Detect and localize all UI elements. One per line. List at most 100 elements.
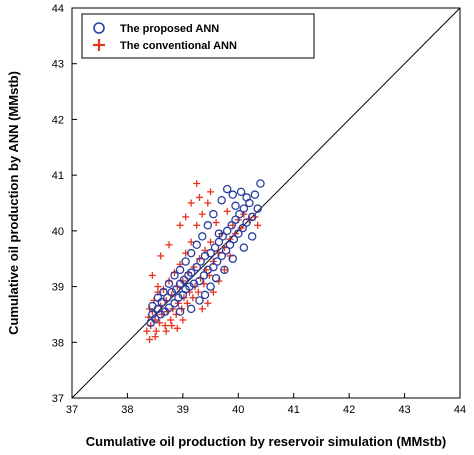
x-axis-label: Cumulative oil production by reservoir s… bbox=[86, 434, 446, 449]
point-proposed-ann bbox=[209, 262, 218, 272]
point-proposed-ann bbox=[185, 282, 194, 291]
x-axis: 37 38 39 40 41 42 43 44 bbox=[66, 393, 466, 416]
point-conventional-ann bbox=[157, 252, 165, 260]
point-proposed-ann bbox=[242, 193, 251, 202]
point-proposed-ann bbox=[217, 251, 226, 261]
point-conventional-ann bbox=[167, 316, 175, 324]
point-proposed-ann bbox=[153, 293, 163, 302]
point-conventional-ann bbox=[254, 221, 262, 229]
point-proposed-ann bbox=[179, 275, 189, 285]
point-proposed-ann bbox=[234, 229, 243, 238]
point-proposed-ann bbox=[203, 221, 213, 230]
point-proposed-ann bbox=[217, 195, 226, 205]
x-tick-label: 37 bbox=[66, 404, 78, 416]
point-conventional-ann bbox=[151, 333, 159, 341]
point-proposed-ann bbox=[148, 310, 157, 319]
point-proposed-ann bbox=[247, 232, 257, 241]
point-proposed-ann bbox=[227, 221, 236, 230]
point-conventional-ann bbox=[187, 199, 195, 207]
point-proposed-ann bbox=[192, 240, 201, 250]
points-layer bbox=[143, 179, 265, 343]
point-proposed-ann bbox=[231, 215, 240, 224]
legend-marker-conventional-ann bbox=[93, 39, 105, 51]
diagonal-reference-line bbox=[71, 7, 461, 399]
point-conventional-ann bbox=[182, 213, 190, 221]
point-proposed-ann bbox=[164, 279, 174, 289]
point-proposed-ann bbox=[225, 240, 235, 250]
point-conventional-ann bbox=[179, 316, 187, 324]
y-tick-label: 41 bbox=[52, 170, 64, 182]
point-proposed-ann bbox=[181, 257, 190, 266]
point-conventional-ann bbox=[162, 327, 170, 335]
point-proposed-ann bbox=[214, 229, 224, 238]
point-proposed-ann bbox=[250, 190, 260, 199]
point-proposed-ann bbox=[148, 301, 157, 311]
point-proposed-ann bbox=[170, 271, 179, 280]
point-conventional-ann bbox=[146, 336, 154, 343]
point-conventional-ann bbox=[156, 319, 164, 327]
point-proposed-ann bbox=[228, 190, 237, 199]
point-proposed-ann bbox=[231, 201, 240, 211]
y-tick-label: 40 bbox=[52, 226, 64, 238]
point-proposed-ann bbox=[170, 299, 179, 308]
point-proposed-ann bbox=[211, 273, 221, 283]
point-proposed-ann bbox=[171, 285, 181, 294]
point-proposed-ann bbox=[159, 287, 168, 297]
legend-marker-proposed-ann bbox=[93, 22, 105, 34]
point-conventional-ann bbox=[207, 188, 215, 196]
point-proposed-ann bbox=[209, 209, 218, 219]
point-conventional-ann bbox=[204, 199, 212, 207]
point-proposed-ann bbox=[186, 268, 196, 277]
point-conventional-ann bbox=[165, 241, 173, 249]
point-proposed-ann bbox=[174, 293, 183, 302]
point-conventional-ann bbox=[152, 327, 160, 335]
x-tick-label: 42 bbox=[343, 404, 355, 416]
point-conventional-ann bbox=[193, 221, 201, 229]
point-conventional-ann bbox=[220, 266, 228, 274]
point-conventional-ann bbox=[193, 180, 201, 187]
y-tick-label: 37 bbox=[52, 393, 64, 405]
point-conventional-ann bbox=[183, 299, 191, 307]
legend-label-conventional-ann: The conventional ANN bbox=[120, 40, 237, 52]
x-tick-label: 40 bbox=[232, 404, 244, 416]
reference-line-layer bbox=[71, 7, 461, 399]
point-proposed-ann bbox=[206, 282, 215, 291]
point-conventional-ann bbox=[148, 271, 156, 279]
x-tick-label: 38 bbox=[121, 404, 133, 416]
point-conventional-ann bbox=[162, 297, 170, 304]
y-tick-label: 43 bbox=[52, 59, 64, 71]
point-conventional-ann bbox=[176, 221, 184, 229]
point-conventional-ann bbox=[154, 283, 162, 291]
point-proposed-ann bbox=[206, 248, 215, 258]
point-proposed-ann bbox=[222, 184, 232, 194]
point-proposed-ann bbox=[163, 293, 172, 302]
point-conventional-ann bbox=[212, 219, 220, 226]
point-proposed-ann bbox=[199, 271, 209, 280]
y-axis: 37 38 39 40 41 42 43 44 bbox=[52, 3, 77, 405]
point-conventional-ann bbox=[189, 294, 197, 302]
point-conventional-ann bbox=[198, 210, 206, 218]
point-proposed-ann bbox=[195, 276, 204, 286]
point-proposed-ann bbox=[175, 307, 185, 316]
point-conventional-ann bbox=[207, 238, 215, 246]
y-tick-label: 38 bbox=[52, 337, 64, 349]
point-proposed-ann bbox=[229, 234, 239, 244]
legend: The proposed ANN The conventional ANN bbox=[81, 13, 315, 59]
point-proposed-ann bbox=[256, 179, 265, 188]
point-proposed-ann bbox=[200, 290, 210, 300]
point-proposed-ann bbox=[150, 314, 160, 324]
x-tick-label: 43 bbox=[398, 404, 410, 416]
point-proposed-ann bbox=[186, 304, 196, 314]
point-conventional-ann bbox=[173, 324, 181, 332]
point-proposed-ann bbox=[247, 212, 257, 222]
plot-area bbox=[71, 7, 461, 399]
x-tick-label: 39 bbox=[177, 404, 189, 416]
point-proposed-ann bbox=[167, 287, 177, 297]
point-conventional-ann bbox=[143, 327, 151, 335]
point-proposed-ann bbox=[164, 303, 174, 312]
point-proposed-ann bbox=[156, 310, 165, 319]
point-conventional-ann bbox=[168, 322, 176, 330]
point-proposed-ann bbox=[212, 257, 222, 266]
point-proposed-ann bbox=[214, 237, 224, 247]
